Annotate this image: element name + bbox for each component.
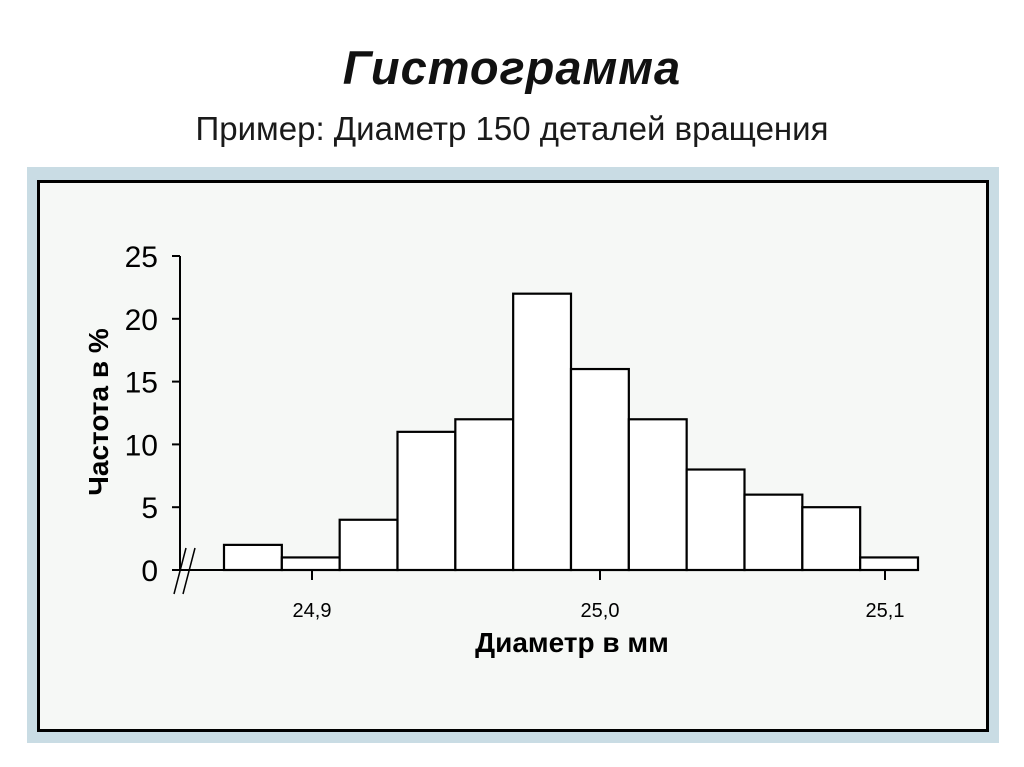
y-tick-label: 0 (141, 555, 158, 588)
histogram-bar (685, 468, 746, 572)
histogram-bar (801, 506, 862, 572)
x-tick-label: 25,1 (866, 600, 905, 622)
histogram-bar (512, 292, 573, 572)
histogram-bar (627, 418, 688, 572)
chart-area (37, 180, 989, 732)
y-tick-label: 15 (125, 367, 158, 400)
y-tick-label: 10 (125, 429, 158, 462)
histogram-bar (569, 367, 630, 572)
x-ticks-layer: 24,9 25,0 25,1 (293, 570, 905, 622)
histogram-bar (222, 543, 283, 572)
histogram-bar (743, 493, 804, 572)
bars-layer (222, 292, 920, 572)
y-tick-label: 5 (141, 492, 158, 525)
histogram-bar (396, 430, 457, 572)
histogram-bar (280, 556, 341, 572)
histogram-bar (859, 556, 920, 572)
y-tick-label: 25 (125, 241, 158, 274)
y-tick-label: 20 (125, 304, 158, 337)
histogram-bar (454, 418, 515, 572)
x-tick-label: 24,9 (293, 600, 332, 622)
y-axis-title: Частота в % (83, 328, 114, 496)
axis-break-marks (173, 547, 196, 595)
x-axis-title: Диаметр в мм (475, 627, 669, 658)
histogram-bar (338, 518, 399, 572)
slide-title: Гистограмма (342, 41, 682, 94)
x-tick-label: 25,0 (581, 600, 620, 622)
slide-subtitle: Пример: Диаметр 150 деталей вращения (195, 110, 829, 147)
y-ticks-layer: 0 5 10 15 20 25 (125, 241, 180, 588)
